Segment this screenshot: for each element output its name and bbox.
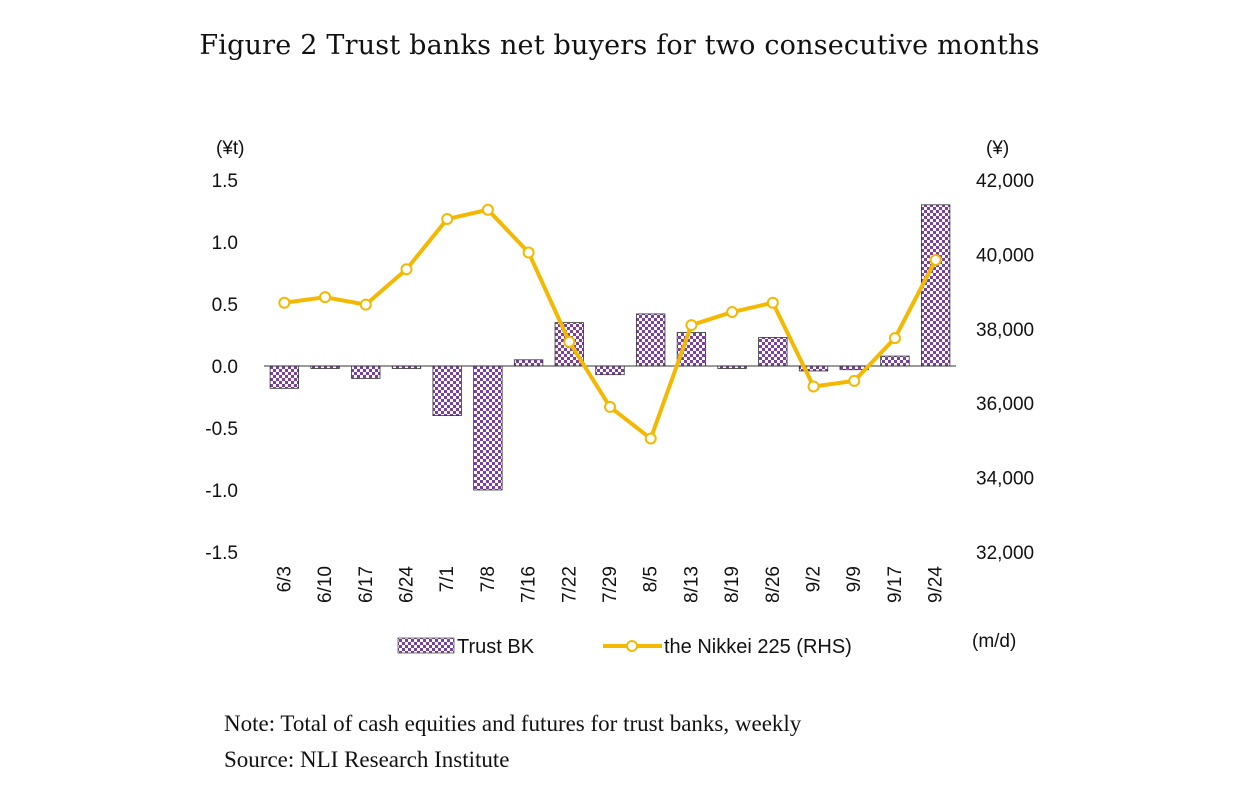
bar [351,365,381,379]
legend-label-trust-bk: Trust BK [457,636,535,658]
bar [473,365,503,491]
bar-series [269,204,951,491]
y2-axis-unit: (¥) [986,138,1009,159]
nikkei-point [604,400,616,413]
y2-tick-label: 42,000 [976,171,1034,192]
x-tick-label: 9/24 [926,566,947,603]
x-tick-label: 7/8 [478,566,499,592]
notes: Note: Total of cash equities and futures… [224,706,801,778]
x-tick-label: 7/1 [437,566,458,592]
nikkei-point [522,246,535,259]
nikkei-point [278,296,291,309]
nikkei-point [685,319,698,332]
y2-tick-label: 38,000 [976,320,1034,341]
x-axis-unit: (m/d) [972,631,1016,652]
legend: Trust BK the Nikkei 225 (RHS) [397,636,852,658]
y-tick-label: -1.0 [205,481,238,502]
x-tick-label: 9/2 [804,566,825,592]
nikkei-point [441,213,454,226]
x-axis-ticks: 6/3 6/10 6/17 6/24 7/1 7/8 7/16 7/22 7/29 8/5 8/13… [274,566,946,603]
x-tick-label: 6/24 [396,566,417,603]
chart-title: Figure 2 Trust banks net buyers for two … [199,30,1040,61]
chart: (¥t) (¥) (m/d) 1.51.00.50.0-0.5-1.0-1.5 … [205,138,1034,658]
x-tick-label: 6/3 [274,566,295,592]
x-tick-label: 9/17 [885,566,906,603]
y-axis-unit: (¥t) [216,138,245,159]
bar [758,337,788,367]
x-tick-label: 6/17 [356,566,377,603]
bar [513,359,544,367]
y2-tick-label: 36,000 [976,394,1034,415]
x-tick-label: 7/22 [559,566,580,603]
nikkei-point [319,291,332,304]
y-tick-label: 1.5 [212,171,238,192]
y-axis-ticks: 1.5 1.0 0.5 0.0 -0.5 -1.0 -1.5 [205,171,238,564]
y2-tick-label: 32,000 [976,543,1034,564]
nikkei-point [400,263,413,276]
legend-swatch-nikkei-marker [626,640,638,652]
x-tick-label: 8/5 [641,566,662,592]
x-tick-label: 7/16 [519,566,540,603]
bar [269,365,300,389]
x-tick-label: 6/10 [315,566,336,603]
legend-swatch-trust-bk [397,637,455,654]
nikkei-point [359,298,372,311]
x-tick-label: 8/19 [722,566,743,603]
legend-label-nikkei: the Nikkei 225 (RHS) [664,636,852,658]
y2-tick-label: 40,000 [976,245,1034,266]
source-text: Source: NLI Research Institute [224,747,510,772]
nikkei-point [481,203,494,216]
nikkei-point [766,296,779,309]
y2-tick-label: 34,000 [976,469,1034,490]
x-tick-label: 8/26 [763,566,784,603]
nikkei-point [929,253,942,266]
bar [595,365,625,376]
y-tick-label: 0.5 [212,295,238,316]
y2-axis-ticks: 42,000 40,000 38,000 36,000 34,000 32,000 [976,171,1034,564]
y-tick-label: -0.5 [205,419,238,440]
y-tick-label: -1.5 [205,543,238,564]
y-tick-label: 0.0 [212,357,238,378]
y-tick-label: 1.0 [212,233,238,254]
nikkei-point [848,374,861,387]
bar [432,365,462,416]
bar [880,355,910,367]
nikkei-point [888,332,901,345]
line-series [278,203,942,445]
bar [636,313,666,367]
bar [921,204,951,367]
nikkei-point [807,380,820,393]
x-tick-label: 7/29 [600,566,621,603]
nikkei-point [726,306,739,319]
note-text: Note: Total of cash equities and futures… [224,711,802,736]
nikkei-point [644,432,657,445]
x-tick-label: 9/9 [844,566,865,592]
nikkei-point [563,335,576,348]
x-tick-label: 8/13 [681,566,702,603]
